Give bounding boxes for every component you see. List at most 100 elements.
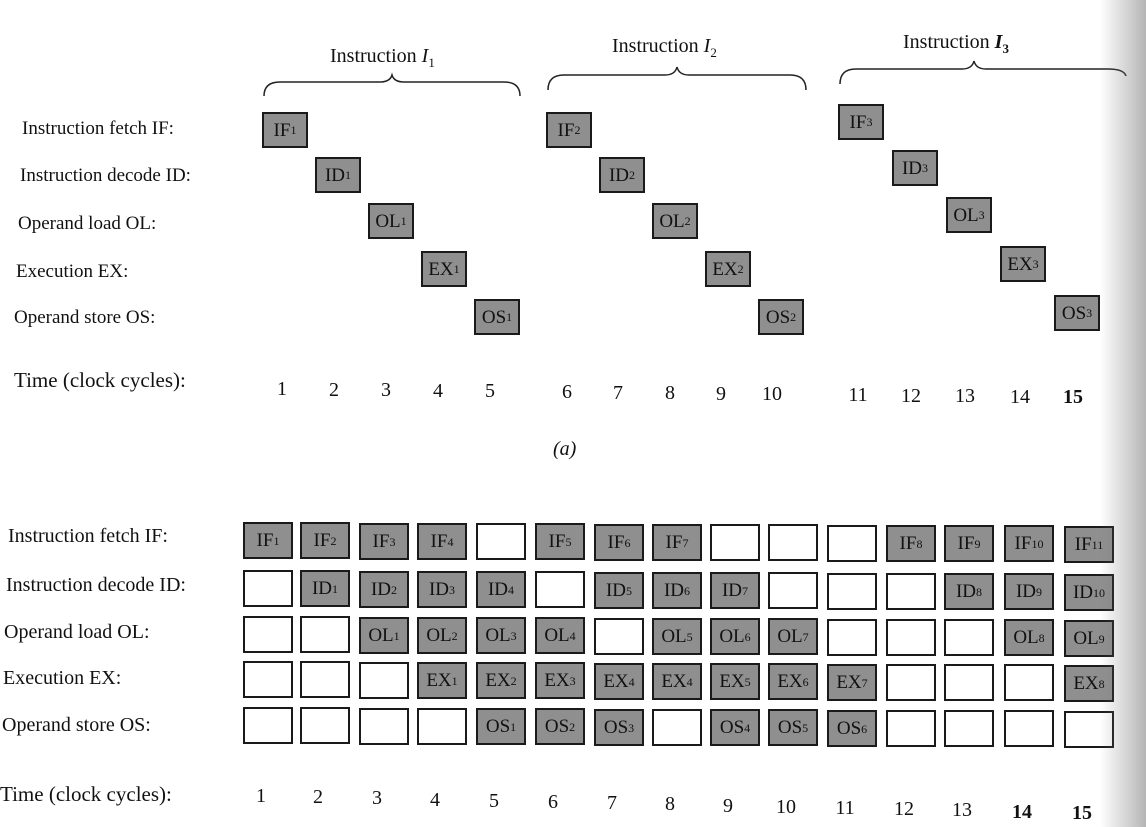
stage-label-ex-a: Execution EX:: [16, 261, 129, 282]
pipeline-cell-ol-7: OL 7: [768, 618, 818, 655]
pipeline-cell-ol-3: OL 3: [476, 617, 526, 654]
stage-code: EX: [836, 672, 862, 693]
pipeline-cell-ex-3: EX 3: [535, 662, 585, 699]
instruction-index: 2: [629, 168, 636, 182]
instruction-index: 7: [861, 675, 868, 690]
pipeline-cell-if-5: IF 5: [535, 523, 585, 560]
instruction-index: 1: [453, 262, 460, 276]
stage-code: ID: [955, 581, 977, 602]
stage-code: ID: [1015, 581, 1037, 602]
empty-cell: [944, 664, 994, 701]
time-tick: 14: [1012, 801, 1032, 823]
pipeline-cell-id-1: ID 1: [300, 570, 350, 607]
stage-code: IF: [548, 531, 566, 552]
stage-code: IF: [899, 533, 917, 554]
instruction-label: Instruction: [903, 31, 995, 53]
time-tick: 11: [848, 384, 868, 406]
instruction-index: 4: [569, 628, 576, 643]
instruction-index: 1: [332, 581, 339, 596]
empty-cell: [243, 707, 293, 744]
pipeline-cell-os-2: OS 2: [535, 708, 585, 745]
empty-cell: [886, 664, 936, 701]
stage-box-os-1: OS 1: [474, 299, 520, 335]
instruction-index: 1: [345, 168, 352, 182]
pipeline-cell-id-2: ID 2: [359, 571, 409, 608]
stage-code: EX: [712, 258, 738, 280]
instruction-index: 1: [451, 673, 458, 688]
instruction-index: 4: [508, 582, 515, 597]
pipeline-cell-if-9: IF 9: [944, 525, 994, 562]
instruction-3-title: Instruction I3: [903, 31, 1009, 57]
pipeline-cell-id-3: ID 3: [417, 571, 467, 608]
stage-code: IF: [1074, 534, 1092, 555]
empty-cell: [944, 619, 994, 656]
stage-code: OL: [1073, 628, 1099, 649]
instruction-sub: 3: [1002, 41, 1009, 56]
pipeline-cell-ex-1: EX 1: [417, 662, 467, 699]
pipeline-cell-if-6: IF 6: [594, 524, 644, 561]
instruction-label: Instruction: [330, 45, 422, 67]
stage-code: EX: [719, 671, 745, 692]
stage-code: OL: [661, 626, 687, 647]
instruction-index: 3: [389, 534, 396, 549]
stage-code: OL: [777, 626, 803, 647]
time-tick: 15: [1063, 386, 1083, 408]
pipeline-cell-ol-4: OL 4: [535, 617, 585, 654]
pipeline-cell-if-10: IF 10: [1004, 525, 1054, 562]
empty-cell: [535, 571, 585, 608]
instruction-index: 10: [1031, 536, 1044, 551]
stage-code: IF: [372, 531, 390, 552]
stage-code: ID: [311, 578, 333, 599]
pipeline-cell-os-1: OS 1: [476, 708, 526, 745]
stage-label-os-a: Operand store OS:: [14, 307, 156, 328]
instruction-index: 6: [624, 535, 631, 550]
instruction-2-title: Instruction I2: [612, 35, 717, 61]
instruction-index: 5: [744, 674, 751, 689]
empty-cell: [886, 710, 936, 747]
time-tick: 13: [952, 799, 972, 821]
stage-box-ol-1: OL 1: [368, 203, 414, 239]
pipeline-cell-id-6: ID 6: [652, 572, 702, 609]
stage-code: EX: [428, 258, 454, 280]
stage-code: OL: [485, 625, 511, 646]
stage-code: ID: [487, 579, 509, 600]
stage-box-os-3: OS 3: [1054, 295, 1100, 331]
pipeline-cell-ex-4: EX 4: [652, 663, 702, 700]
time-tick: 11: [835, 797, 855, 819]
stage-code: EX: [603, 671, 629, 692]
stage-code: IF: [665, 532, 683, 553]
instruction-index: 7: [802, 629, 809, 644]
stage-code: ID: [370, 579, 392, 600]
stage-box-ex-3: EX 3: [1000, 246, 1046, 282]
pipeline-cell-if-3: IF 3: [359, 523, 409, 560]
instruction-index: 6: [861, 721, 868, 736]
pipeline-cell-ol-6: OL 6: [710, 618, 760, 655]
empty-cell: [1004, 710, 1054, 747]
pipeline-cell-if-7: IF 7: [652, 524, 702, 561]
empty-cell: [300, 661, 350, 698]
time-tick: 5: [485, 380, 495, 402]
instruction-2-brace: [547, 66, 807, 91]
empty-cell: [827, 525, 877, 562]
instruction-index: 2: [330, 533, 337, 548]
pipeline-cell-ol-8: OL 8: [1004, 619, 1054, 656]
stage-code: OS: [603, 717, 629, 738]
stage-box-if-1: IF 1: [262, 112, 308, 148]
time-tick: 5: [489, 790, 499, 812]
pipeline-cell-ex-6: EX 6: [768, 663, 818, 700]
stage-code: IF: [313, 530, 331, 551]
stage-code: IF: [557, 119, 575, 141]
pipeline-cell-os-5: OS 5: [768, 709, 818, 746]
time-tick: 9: [716, 383, 726, 405]
instruction-label: Instruction: [612, 35, 704, 57]
time-tick: 4: [430, 789, 440, 811]
pipeline-cell-ol-5: OL 5: [652, 618, 702, 655]
pipeline-cell-if-8: IF 8: [886, 525, 936, 562]
stage-code: IF: [256, 530, 274, 551]
instruction-index: 4: [628, 674, 635, 689]
stage-label-ex-b: Execution EX:: [3, 667, 122, 689]
empty-cell: [594, 618, 644, 655]
empty-cell: [243, 661, 293, 698]
instruction-index: 5: [686, 629, 693, 644]
stage-code: IF: [430, 531, 448, 552]
